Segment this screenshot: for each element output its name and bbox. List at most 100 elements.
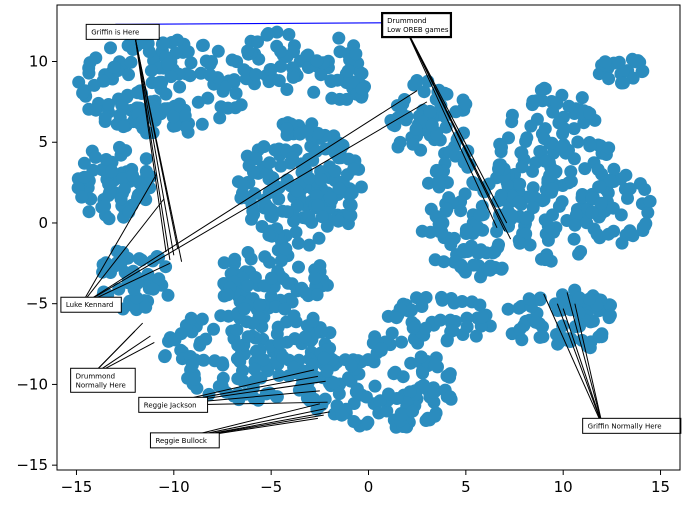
scatter-point xyxy=(428,358,442,372)
scatter-point xyxy=(436,216,450,230)
scatter-point xyxy=(196,38,210,52)
x-tick-label: 15 xyxy=(651,478,670,496)
scatter-point xyxy=(380,404,394,418)
scatter-point xyxy=(199,54,213,68)
scatter-point xyxy=(191,95,205,109)
annotation-label: Drummond xyxy=(76,372,116,380)
scatter-point xyxy=(416,366,430,380)
scatter-point xyxy=(607,162,621,176)
scatter-point xyxy=(396,370,410,384)
scatter-point xyxy=(572,291,586,305)
scatter-point xyxy=(513,177,527,191)
scatter-point xyxy=(272,336,286,350)
scatter-point xyxy=(310,288,324,302)
y-tick-label: −15 xyxy=(16,456,48,474)
scatter-point xyxy=(195,312,209,326)
scatter-point xyxy=(345,186,359,200)
annotation-label: Drummond xyxy=(387,17,427,25)
scatter-point xyxy=(280,205,294,219)
scatter-point xyxy=(161,288,175,302)
scatter-point xyxy=(512,195,526,209)
scatter-point xyxy=(440,202,454,216)
scatter-point xyxy=(623,224,637,238)
scatter-point xyxy=(483,319,497,333)
scatter-point xyxy=(173,80,187,94)
scatter-point xyxy=(572,306,586,320)
scatter-point xyxy=(126,168,139,182)
y-tick-label: 10 xyxy=(29,53,48,71)
scatter-point xyxy=(333,45,347,59)
scatter-point xyxy=(265,271,278,285)
scatter-point xyxy=(593,330,607,344)
scatter-point xyxy=(519,212,533,226)
scatter-point xyxy=(567,152,581,166)
annotation-box xyxy=(60,296,122,313)
scatter-point xyxy=(231,338,245,352)
scatter-point xyxy=(184,56,198,70)
scatter-point xyxy=(395,408,409,422)
annotation-box xyxy=(85,23,160,40)
scatter-point xyxy=(271,320,285,334)
scatter-point xyxy=(425,118,439,132)
scatter-point xyxy=(262,228,276,242)
scatter-point xyxy=(534,83,548,97)
scatter-point xyxy=(629,55,643,69)
y-tick-label: −10 xyxy=(16,375,48,393)
scatter-point xyxy=(563,335,577,348)
scatter-point xyxy=(320,219,334,233)
annotation-box xyxy=(149,432,220,449)
annotation-line xyxy=(134,38,175,256)
scatter-point xyxy=(583,107,597,120)
scatter-point xyxy=(536,330,550,344)
scatter-point xyxy=(406,137,420,151)
scatter-point xyxy=(297,364,311,378)
scatter-point xyxy=(530,94,544,108)
scatter-point xyxy=(444,238,458,251)
annotation-line xyxy=(80,198,165,306)
scatter-point xyxy=(347,415,361,428)
annotation-line xyxy=(80,174,157,306)
scatter-point xyxy=(174,327,188,341)
scatter-point xyxy=(458,187,472,201)
annotation-line xyxy=(401,20,508,224)
scatter-point xyxy=(522,292,536,306)
scatter-point xyxy=(124,55,138,69)
scatter-point xyxy=(278,302,292,316)
scatter-point xyxy=(300,124,314,138)
scatter-point xyxy=(342,152,356,166)
scatter-point xyxy=(272,74,286,88)
scatter-point xyxy=(219,80,233,94)
scatter-point xyxy=(393,135,407,149)
scatter-point xyxy=(121,39,135,52)
annotation-box xyxy=(582,417,682,434)
scatter-point xyxy=(505,208,519,222)
scatter-point xyxy=(311,126,325,140)
scatter-point xyxy=(361,353,375,367)
scatter-point xyxy=(390,311,403,325)
scatter-point xyxy=(414,350,428,364)
scatter-point xyxy=(513,236,527,250)
annotation-label: Griffin Normally Here xyxy=(588,422,662,430)
scatter-point xyxy=(430,163,444,177)
scatter-point xyxy=(424,225,437,239)
scatter-point xyxy=(282,28,296,41)
x-tick-label: −5 xyxy=(260,478,282,496)
scatter-point xyxy=(122,68,135,82)
scatter-point xyxy=(395,106,409,120)
scatter-point xyxy=(114,192,128,206)
scatter-point xyxy=(557,297,571,311)
scatter-point xyxy=(211,44,225,58)
scatter-point xyxy=(539,154,552,168)
scatter-point xyxy=(467,177,481,191)
scatter-point xyxy=(523,238,537,252)
scatter-point xyxy=(513,322,527,336)
scatter-point xyxy=(215,379,229,393)
scatter-point xyxy=(459,223,473,237)
scatter-point xyxy=(82,205,96,219)
scatter-point xyxy=(286,151,299,165)
scatter-point xyxy=(515,146,529,160)
annotation-label: Reggie Bullock xyxy=(155,437,207,445)
scatter-point xyxy=(433,313,447,327)
scatter-point xyxy=(437,255,451,269)
annotation-label: Luke Kennard xyxy=(66,301,113,309)
